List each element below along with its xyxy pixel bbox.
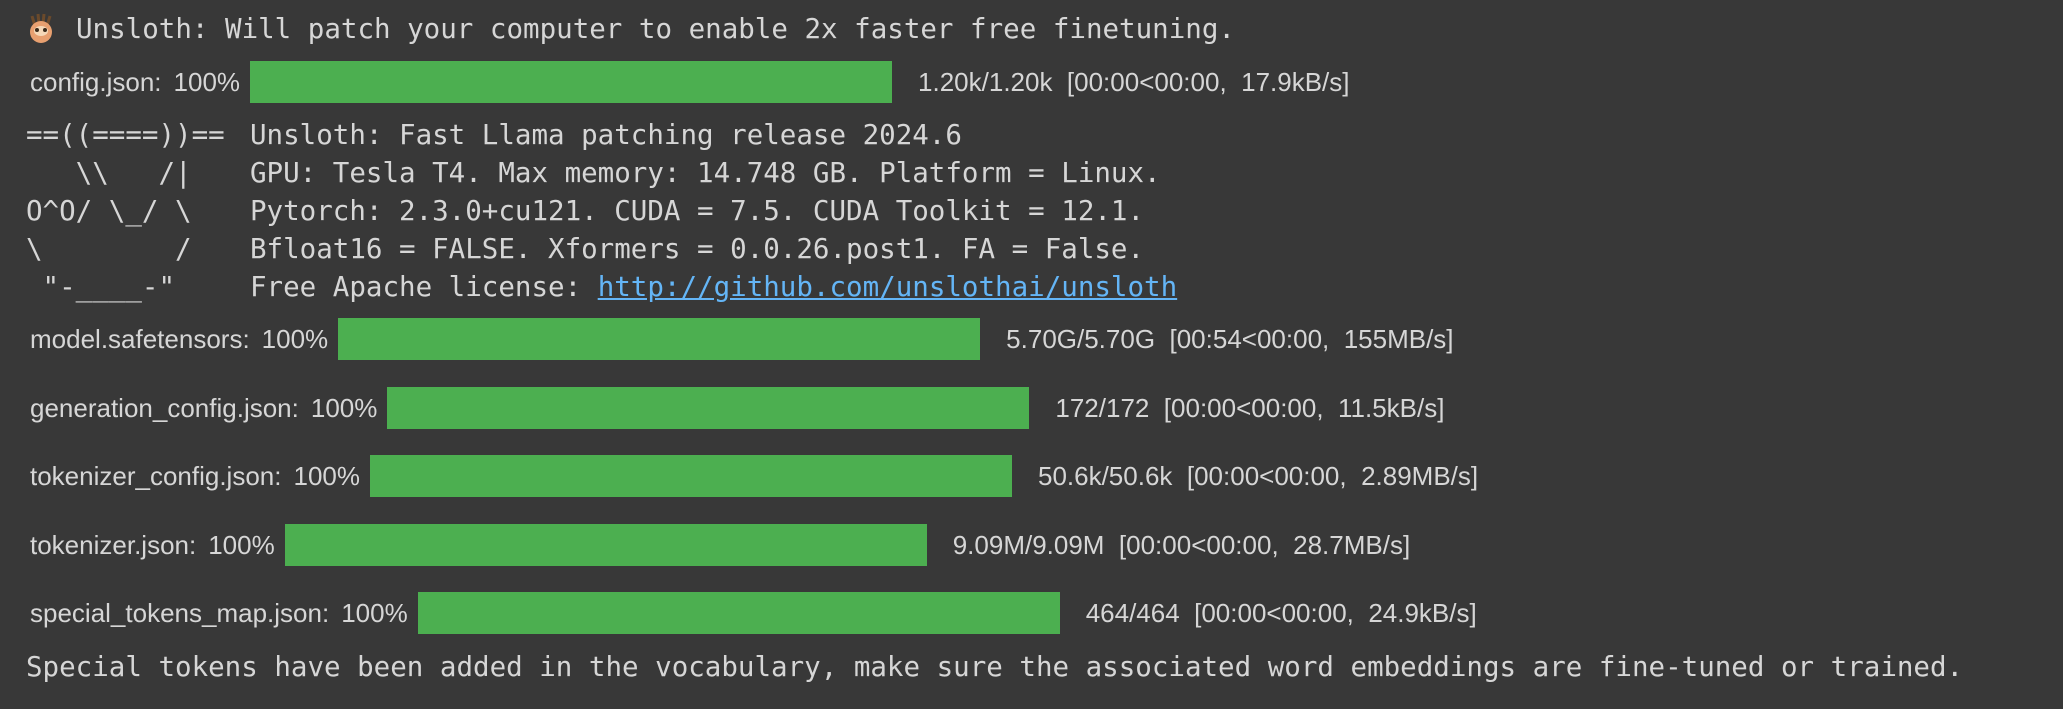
percent-label: 100%: [310, 392, 378, 423]
unsloth-header: Unsloth: Will patch your computer to ena…: [26, 10, 1235, 48]
banner-text: Pytorch: 2.3.0+cu121. CUDA = 7.5. CUDA T…: [250, 195, 1145, 227]
file-name: model.safetensors:: [30, 323, 250, 354]
progress-bar: [338, 318, 981, 360]
ascii-art: "-____-": [26, 271, 176, 303]
download-row-special-tokens-map: special_tokens_map.json: 100% 464/464 [0…: [30, 592, 1477, 634]
progress-fill: [250, 61, 893, 103]
progress-bar: [250, 61, 893, 103]
progress-fill: [338, 318, 981, 360]
percent-label: 100%: [341, 597, 408, 628]
file-name: tokenizer_config.json:: [30, 460, 282, 491]
progress-fill: [417, 592, 1060, 634]
download-stats: 172/172 [00:00<00:00, 11.5kB/s]: [1055, 392, 1445, 423]
progress-bar: [284, 524, 927, 566]
ascii-art: O^O/ \_/ \: [26, 195, 192, 227]
banner-line: O^O/ \_/ \ Pytorch: 2.3.0+cu121. CUDA = 7…: [26, 192, 1177, 230]
percent-label: 100%: [261, 323, 329, 354]
download-stats: 50.6k/50.6k [00:00<00:00, 2.89MB/s]: [1037, 460, 1479, 491]
footer-message: Special tokens have been added in the vo…: [26, 651, 1964, 683]
file-name: config.json:: [30, 66, 162, 97]
download-row-config: config.json: 100% 1.20k/1.20k [00:00<00:…: [30, 61, 1350, 103]
ascii-art: \ /: [26, 233, 192, 265]
percent-label: 100%: [293, 460, 360, 491]
download-stats: 9.09M/9.09M [00:00<00:00, 28.7MB/s]: [952, 529, 1411, 560]
banner-text: Bfloat16 = FALSE. Xformers = 0.0.26.post…: [250, 233, 1145, 265]
banner-text: Unsloth: Fast Llama patching release 202…: [250, 119, 962, 151]
download-row-generation-config: generation_config.json: 100% 172/172 [00…: [30, 387, 1444, 429]
banner-line: \ / Bfloat16 = FALSE. Xformers = 0.0.26.p…: [26, 230, 1177, 268]
progress-fill: [369, 455, 1012, 497]
sloth-icon: [30, 13, 52, 43]
header-text: Unsloth: Will patch your computer to ena…: [76, 13, 1235, 45]
progress-fill: [284, 524, 927, 566]
banner-line: \\ /| GPU: Tesla T4. Max memory: 14.748 G…: [26, 154, 1177, 192]
download-stats: 5.70G/5.70G [00:54<00:00, 155MB/s]: [1006, 323, 1454, 354]
progress-bar: [369, 455, 1012, 497]
license-link[interactable]: http://github.com/unslothai/unsloth: [597, 271, 1178, 303]
unsloth-banner: ==((====))== Unsloth: Fast Llama patching…: [26, 116, 1177, 306]
download-row-model: model.safetensors: 100% 5.70G/5.70G [00:…: [30, 318, 1454, 360]
percent-label: 100%: [173, 66, 241, 97]
download-row-tokenizer-config: tokenizer_config.json: 100% 50.6k/50.6k …: [30, 455, 1478, 497]
percent-label: 100%: [208, 529, 275, 560]
progress-bar: [417, 592, 1060, 634]
progress-bar: [387, 387, 1030, 429]
banner-text: GPU: Tesla T4. Max memory: 14.748 GB. Pl…: [250, 157, 1161, 189]
ascii-art: \\ /|: [26, 157, 192, 189]
progress-fill: [387, 387, 1030, 429]
banner-line: ==((====))== Unsloth: Fast Llama patching…: [26, 116, 1177, 154]
download-stats: 1.20k/1.20k [00:00<00:00, 17.9kB/s]: [918, 66, 1350, 97]
download-row-tokenizer: tokenizer.json: 100% 9.09M/9.09M [00:00<…: [30, 524, 1410, 566]
file-name: generation_config.json:: [30, 392, 299, 423]
license-label: Free Apache license:: [250, 271, 598, 303]
download-stats: 464/464 [00:00<00:00, 24.9kB/s]: [1085, 597, 1477, 628]
banner-line: "-____-" Free Apache license: http://gith…: [26, 268, 1178, 306]
file-name: tokenizer.json:: [30, 529, 197, 560]
file-name: special_tokens_map.json:: [30, 597, 330, 628]
ascii-art: ==((====))==: [26, 119, 225, 151]
